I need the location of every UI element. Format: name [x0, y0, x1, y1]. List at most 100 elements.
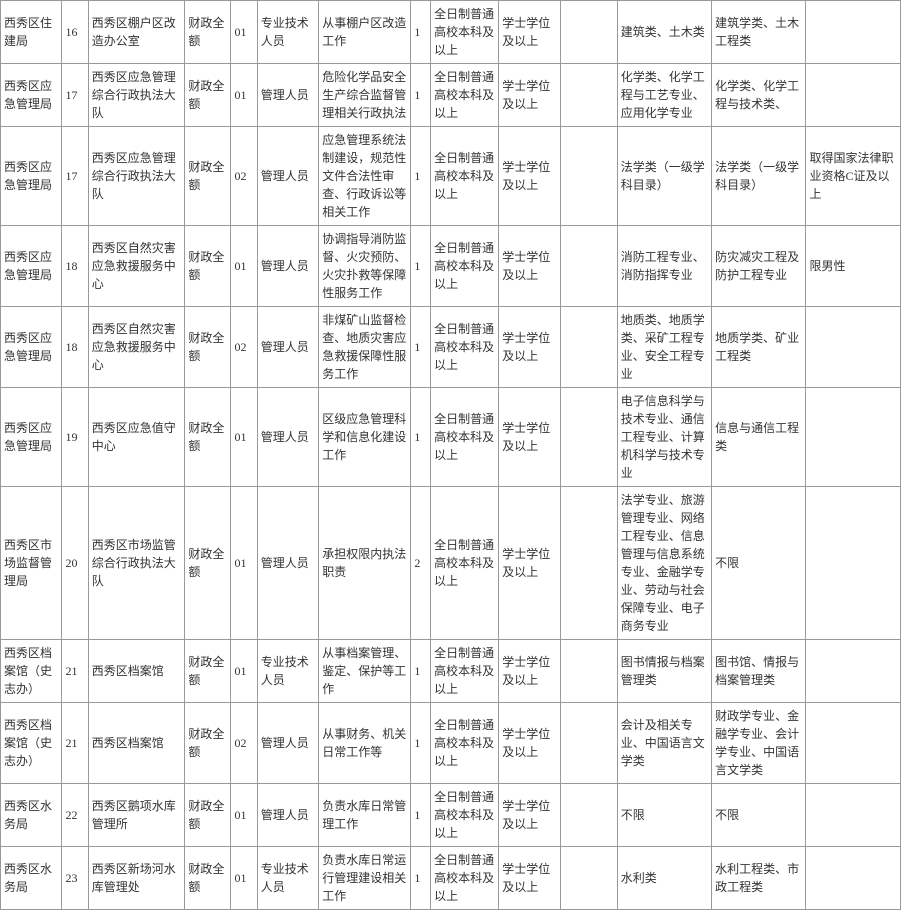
- cell-post-type: 专业技术人员: [257, 1, 318, 64]
- cell-post-code: 01: [231, 226, 257, 307]
- cell-fund-type: 财政全额: [185, 127, 231, 226]
- cell-remark: [806, 703, 901, 784]
- cell-post-type: 管理人员: [257, 388, 318, 487]
- cell-major-pg: 财政学专业、金融学专业、会计学专业、中国语言文学类: [712, 703, 806, 784]
- cell-major-pg: 建筑学类、土木工程类: [712, 1, 806, 64]
- cell-dept-code: 18: [62, 226, 88, 307]
- cell-duty: 负责水库日常管理工作: [319, 784, 411, 847]
- cell-post-type: 管理人员: [257, 127, 318, 226]
- recruitment-table: 西秀区住建局16西秀区棚户区改造办公室财政全额01专业技术人员从事棚户区改造工作…: [0, 0, 901, 910]
- cell-edu-req: 全日制普通高校本科及以上: [431, 487, 499, 640]
- cell-major-ug: 不限: [617, 784, 711, 847]
- cell-major-pg: 地质学类、矿业工程类: [712, 307, 806, 388]
- cell-duty: 负责水库日常运行管理建设相关工作: [319, 847, 411, 910]
- cell-fund-type: 财政全额: [185, 487, 231, 640]
- table-body: 西秀区住建局16西秀区棚户区改造办公室财政全额01专业技术人员从事棚户区改造工作…: [1, 1, 901, 910]
- cell-dept-code: 17: [62, 64, 88, 127]
- table-row: 西秀区水务局22西秀区鹅项水库管理所财政全额01管理人员负责水库日常管理工作1全…: [1, 784, 901, 847]
- cell-degree-req: 学士学位及以上: [499, 784, 560, 847]
- cell-degree-req: 学士学位及以上: [499, 64, 560, 127]
- table-row: 西秀区水务局23西秀区新场河水库管理处财政全额01专业技术人员负责水库日常运行管…: [1, 847, 901, 910]
- cell-fund-type: 财政全额: [185, 784, 231, 847]
- cell-duty: 承担权限内执法职责: [319, 487, 411, 640]
- cell-unit: 西秀区市场监管综合行政执法大队: [88, 487, 185, 640]
- cell-dept-code: 22: [62, 784, 88, 847]
- cell-unit: 西秀区自然灾害应急救援服务中心: [88, 226, 185, 307]
- cell-remark: [806, 487, 901, 640]
- cell-dept-code: 20: [62, 487, 88, 640]
- cell-blank: [560, 703, 617, 784]
- cell-major-pg: 不限: [712, 784, 806, 847]
- table-row: 西秀区住建局16西秀区棚户区改造办公室财政全额01专业技术人员从事棚户区改造工作…: [1, 1, 901, 64]
- cell-blank: [560, 307, 617, 388]
- cell-post-code: 01: [231, 388, 257, 487]
- cell-blank: [560, 640, 617, 703]
- cell-post-code: 01: [231, 487, 257, 640]
- cell-duty: 区级应急管理科学和信息化建设工作: [319, 388, 411, 487]
- cell-fund-type: 财政全额: [185, 307, 231, 388]
- cell-fund-type: 财政全额: [185, 226, 231, 307]
- cell-dept-code: 18: [62, 307, 88, 388]
- cell-post-code: 01: [231, 847, 257, 910]
- cell-post-code: 01: [231, 64, 257, 127]
- cell-post-code: 02: [231, 307, 257, 388]
- cell-unit: 西秀区新场河水库管理处: [88, 847, 185, 910]
- cell-unit: 西秀区鹅项水库管理所: [88, 784, 185, 847]
- cell-qty: 1: [411, 388, 431, 487]
- cell-qty: 1: [411, 640, 431, 703]
- cell-edu-req: 全日制普通高校本科及以上: [431, 64, 499, 127]
- cell-duty: 危险化学品安全生产综合监督管理相关行政执法: [319, 64, 411, 127]
- cell-fund-type: 财政全额: [185, 640, 231, 703]
- table-row: 西秀区应急管理局17西秀区应急管理综合行政执法大队财政全额01管理人员危险化学品…: [1, 64, 901, 127]
- cell-blank: [560, 388, 617, 487]
- cell-remark: [806, 1, 901, 64]
- cell-edu-req: 全日制普通高校本科及以上: [431, 703, 499, 784]
- cell-fund-type: 财政全额: [185, 703, 231, 784]
- cell-fund-type: 财政全额: [185, 388, 231, 487]
- cell-dept: 西秀区市场监督管理局: [1, 487, 62, 640]
- cell-degree-req: 学士学位及以上: [499, 847, 560, 910]
- cell-duty: 从事财务、机关日常工作等: [319, 703, 411, 784]
- cell-blank: [560, 64, 617, 127]
- cell-major-ug: 化学类、化学工程与工艺专业、应用化学专业: [617, 64, 711, 127]
- cell-blank: [560, 226, 617, 307]
- table-row: 西秀区市场监督管理局20西秀区市场监管综合行政执法大队财政全额01管理人员承担权…: [1, 487, 901, 640]
- cell-major-ug: 消防工程专业、消防指挥专业: [617, 226, 711, 307]
- cell-blank: [560, 487, 617, 640]
- cell-dept-code: 19: [62, 388, 88, 487]
- cell-blank: [560, 127, 617, 226]
- cell-duty: 非煤矿山监督检查、地质灾害应急救援保障性服务工作: [319, 307, 411, 388]
- cell-degree-req: 学士学位及以上: [499, 487, 560, 640]
- cell-post-code: 01: [231, 1, 257, 64]
- cell-remark: 取得国家法律职业资格C证及以上: [806, 127, 901, 226]
- cell-remark: [806, 307, 901, 388]
- cell-fund-type: 财政全额: [185, 847, 231, 910]
- cell-major-pg: 防灾减灾工程及防护工程专业: [712, 226, 806, 307]
- cell-edu-req: 全日制普通高校本科及以上: [431, 1, 499, 64]
- cell-post-code: 02: [231, 127, 257, 226]
- cell-qty: 1: [411, 64, 431, 127]
- cell-edu-req: 全日制普通高校本科及以上: [431, 127, 499, 226]
- cell-remark: [806, 388, 901, 487]
- cell-post-type: 专业技术人员: [257, 640, 318, 703]
- cell-post-type: 管理人员: [257, 784, 318, 847]
- cell-major-ug: 水利类: [617, 847, 711, 910]
- cell-fund-type: 财政全额: [185, 1, 231, 64]
- cell-blank: [560, 847, 617, 910]
- cell-blank: [560, 784, 617, 847]
- cell-post-code: 01: [231, 640, 257, 703]
- cell-major-ug: 图书情报与档案管理类: [617, 640, 711, 703]
- cell-dept: 西秀区应急管理局: [1, 388, 62, 487]
- cell-qty: 1: [411, 784, 431, 847]
- cell-unit: 西秀区应急管理综合行政执法大队: [88, 127, 185, 226]
- cell-unit: 西秀区应急管理综合行政执法大队: [88, 64, 185, 127]
- cell-remark: [806, 640, 901, 703]
- cell-major-pg: 水利工程类、市政工程类: [712, 847, 806, 910]
- cell-degree-req: 学士学位及以上: [499, 640, 560, 703]
- cell-dept-code: 16: [62, 1, 88, 64]
- cell-major-pg: 化学类、化学工程与技术类、: [712, 64, 806, 127]
- cell-degree-req: 学士学位及以上: [499, 226, 560, 307]
- cell-dept: 西秀区档案馆（史志办）: [1, 703, 62, 784]
- cell-dept: 西秀区应急管理局: [1, 307, 62, 388]
- table-row: 西秀区档案馆（史志办）21西秀区档案馆财政全额01专业技术人员从事档案管理、鉴定…: [1, 640, 901, 703]
